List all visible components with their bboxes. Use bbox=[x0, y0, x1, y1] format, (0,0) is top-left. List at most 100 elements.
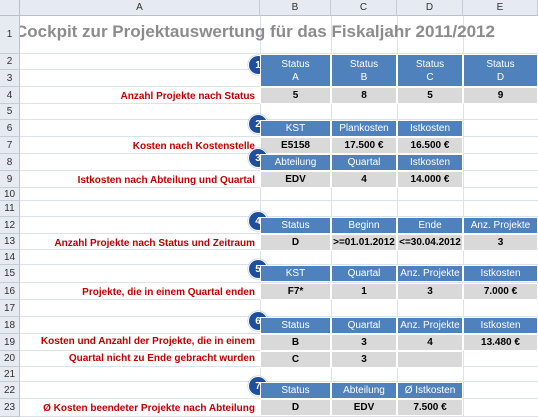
value-cell[interactable]: D bbox=[260, 399, 331, 416]
row-header[interactable]: 18 bbox=[0, 317, 20, 334]
row-header[interactable]: 1 bbox=[0, 16, 20, 54]
value-cell[interactable]: 3 bbox=[331, 334, 397, 351]
table-header-cell[interactable]: KST bbox=[260, 120, 331, 137]
value-cell[interactable]: 13.480 € bbox=[463, 334, 538, 351]
header-line: D bbox=[496, 71, 505, 83]
gridline bbox=[20, 282, 538, 283]
row-header[interactable]: 3 bbox=[0, 70, 20, 87]
value-cell[interactable]: D bbox=[260, 234, 331, 251]
value-cell[interactable]: EDV bbox=[331, 399, 397, 416]
row-header[interactable]: 13 bbox=[0, 234, 20, 250]
table-header-cell[interactable]: Status D bbox=[463, 54, 538, 87]
row-header[interactable]: 20 bbox=[0, 351, 20, 367]
row-header[interactable]: 14 bbox=[0, 250, 20, 265]
table-header-cell[interactable]: Istkosten bbox=[397, 154, 463, 171]
table-header-cell[interactable]: Abteilung bbox=[260, 154, 331, 171]
column-header-c[interactable]: C bbox=[331, 0, 397, 16]
row-header[interactable]: 22 bbox=[0, 382, 20, 399]
table-header-cell[interactable]: Istkosten bbox=[463, 265, 538, 282]
column-header-d[interactable]: D bbox=[397, 0, 463, 16]
header-line: Status bbox=[281, 58, 310, 70]
table-header-cell[interactable]: Status A bbox=[260, 54, 331, 87]
value-cell[interactable]: 3 bbox=[463, 234, 538, 251]
row-header[interactable]: 17 bbox=[0, 300, 20, 317]
value-cell[interactable]: B bbox=[260, 334, 331, 351]
row-header[interactable]: 7 bbox=[0, 137, 20, 154]
row-label: Quartal nicht zu Ende gebracht wurden bbox=[68, 353, 255, 364]
value-cell[interactable]: F7* bbox=[260, 283, 331, 300]
header-line: Status bbox=[486, 58, 515, 70]
table-header-cell[interactable]: Anz. Projekte bbox=[397, 317, 463, 334]
row-header[interactable]: 16 bbox=[0, 283, 20, 300]
row-header[interactable]: 4 bbox=[0, 87, 20, 104]
select-all-corner[interactable] bbox=[0, 0, 20, 16]
row-header[interactable]: 11 bbox=[0, 201, 20, 217]
value-cell[interactable]: 16.500 € bbox=[397, 137, 463, 154]
row-header[interactable]: 21 bbox=[0, 367, 20, 382]
table-header-cell[interactable]: Anz. Projekte bbox=[463, 217, 538, 234]
row-header[interactable]: 12 bbox=[0, 217, 20, 234]
table-header-cell[interactable]: Plankosten bbox=[331, 120, 397, 137]
row-header[interactable]: 5 bbox=[0, 104, 20, 120]
value-cell[interactable]: 3 bbox=[331, 351, 397, 368]
table-header-cell[interactable]: Status C bbox=[397, 54, 463, 87]
row-header[interactable]: 10 bbox=[0, 188, 20, 201]
table-header-cell[interactable]: Ende bbox=[397, 217, 463, 234]
table-header-cell[interactable]: Quartal bbox=[331, 265, 397, 282]
value-cell[interactable]: 14.000 € bbox=[397, 171, 463, 188]
table-header-cell[interactable]: Ø Istkosten bbox=[397, 382, 463, 399]
value-cell[interactable]: 8 bbox=[331, 87, 397, 104]
gridline bbox=[20, 316, 538, 317]
value-cell[interactable]: E5158 bbox=[260, 137, 331, 154]
value-cell[interactable]: 3 bbox=[397, 283, 463, 300]
gridline bbox=[20, 216, 538, 217]
column-header-e[interactable]: E bbox=[463, 0, 538, 16]
row-label: Kosten und Anzahl der Projekte, die in e… bbox=[40, 336, 255, 347]
row-label: Projekte, die in einem Quartal enden bbox=[82, 287, 255, 298]
value-cell[interactable]: >=01.01.2012 bbox=[331, 234, 397, 251]
row-label: Istkosten nach Abteilung und Quartal bbox=[77, 175, 255, 186]
header-line: Status bbox=[349, 58, 379, 70]
row-header[interactable]: 15 bbox=[0, 265, 20, 283]
value-cell[interactable]: C bbox=[260, 351, 331, 368]
column-header-a[interactable]: A bbox=[20, 0, 260, 16]
value-cell[interactable]: 1 bbox=[331, 283, 397, 300]
table-header-cell[interactable]: Quartal bbox=[331, 317, 397, 334]
value-cell[interactable]: EDV bbox=[260, 171, 331, 188]
value-cell[interactable]: 17.500 € bbox=[331, 137, 397, 154]
table-header-cell[interactable]: Status bbox=[260, 317, 331, 334]
row-header[interactable]: 6 bbox=[0, 120, 20, 137]
value-cell[interactable]: <=30.04.2012 bbox=[397, 234, 463, 251]
sheet-title: Cockpit zur Projektauswertung für das Fi… bbox=[15, 22, 495, 41]
table-header-cell[interactable]: Status bbox=[260, 382, 331, 399]
value-cell[interactable]: 4 bbox=[331, 171, 397, 188]
table-header-cell[interactable]: Abteilung bbox=[331, 382, 397, 399]
table-header-cell[interactable]: Anz. Projekte bbox=[397, 265, 463, 282]
table-header-cell[interactable]: Status B bbox=[331, 54, 397, 87]
header-line: B bbox=[360, 71, 368, 83]
header-line: C bbox=[426, 71, 434, 83]
table-header-cell[interactable]: Beginn bbox=[331, 217, 397, 234]
row-header[interactable]: 8 bbox=[0, 154, 20, 171]
gridline bbox=[20, 264, 538, 265]
row-header[interactable]: 2 bbox=[0, 54, 20, 70]
table-header-cell[interactable]: KST bbox=[260, 265, 331, 282]
gridline bbox=[20, 119, 538, 120]
value-cell[interactable] bbox=[397, 351, 463, 368]
table-header-cell[interactable]: Status bbox=[260, 217, 331, 234]
row-label: Ø Kosten beendeter Projekte nach Abteilu… bbox=[43, 403, 255, 414]
value-cell[interactable]: 5 bbox=[260, 87, 331, 104]
row-header[interactable]: 19 bbox=[0, 334, 20, 351]
value-cell[interactable]: 5 bbox=[397, 87, 463, 104]
value-cell[interactable]: 7.500 € bbox=[397, 399, 463, 416]
table-header-cell[interactable]: Quartal bbox=[331, 154, 397, 171]
row-header[interactable]: 9 bbox=[0, 171, 20, 188]
row-header[interactable]: 23 bbox=[0, 399, 20, 417]
header-line: A bbox=[292, 71, 299, 83]
value-cell[interactable]: 9 bbox=[463, 87, 538, 104]
column-header-b[interactable]: B bbox=[260, 0, 331, 16]
value-cell[interactable]: 7.000 € bbox=[463, 283, 538, 300]
table-header-cell[interactable]: Istkosten bbox=[463, 317, 538, 334]
value-cell[interactable]: 4 bbox=[397, 334, 463, 351]
table-header-cell[interactable]: Istkosten bbox=[397, 120, 463, 137]
